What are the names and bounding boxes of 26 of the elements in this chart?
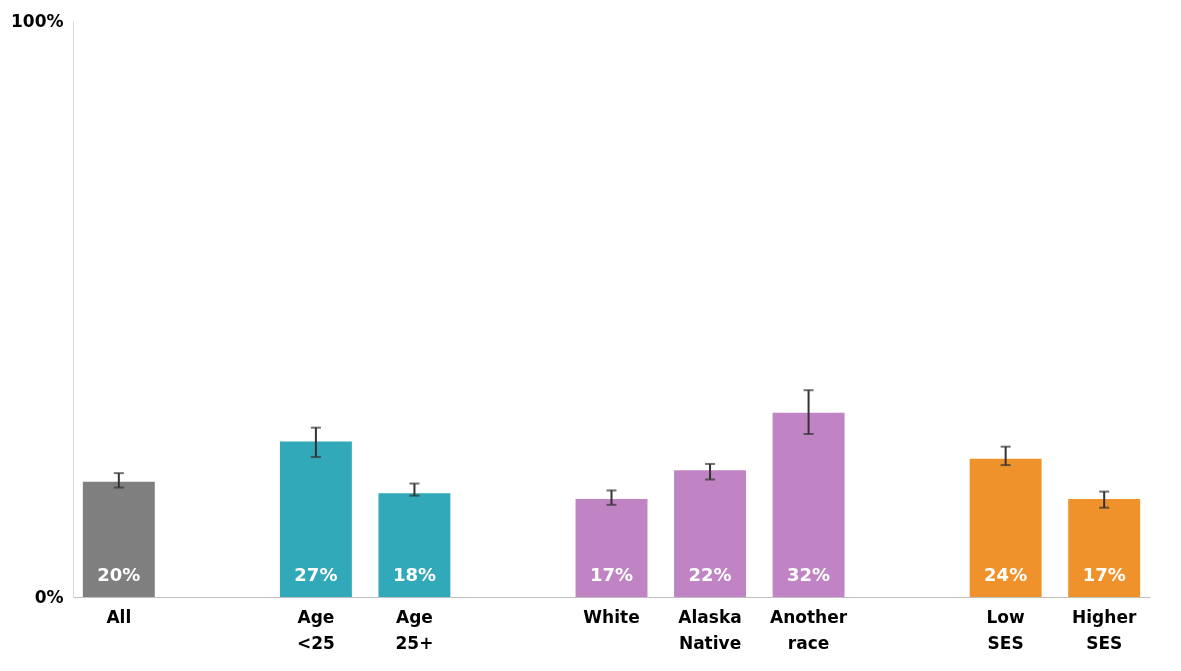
x-tick-label: All (106, 606, 132, 627)
bar (969, 458, 1042, 597)
bar (674, 470, 746, 597)
data-label: 17% (589, 564, 634, 585)
data-label: 24% (984, 564, 1028, 585)
bar (575, 499, 648, 597)
bar (1068, 499, 1141, 597)
x-tick-label: Low SES (986, 606, 1026, 653)
x-tick-label: Another race (770, 606, 848, 653)
y-tick-label: 0% (34, 586, 64, 607)
data-label: 32% (787, 564, 831, 585)
x-tick-label: Alaska Native (678, 606, 742, 653)
data-label: 18% (392, 564, 436, 585)
bar (378, 493, 451, 597)
bar (279, 441, 352, 597)
x-tick-label: White (583, 606, 640, 627)
bar (772, 412, 845, 597)
data-label: 22% (688, 564, 732, 585)
data-label: 17% (1082, 564, 1126, 585)
bar (82, 481, 155, 597)
data-label: 27% (294, 564, 338, 585)
y-tick-label: 100% (10, 10, 64, 31)
x-tick-label: Age <25 (296, 606, 335, 653)
x-tick-label: Age 25+ (395, 606, 434, 653)
data-label: 20% (97, 564, 141, 585)
x-tick-label: Higher SES (1072, 606, 1137, 653)
